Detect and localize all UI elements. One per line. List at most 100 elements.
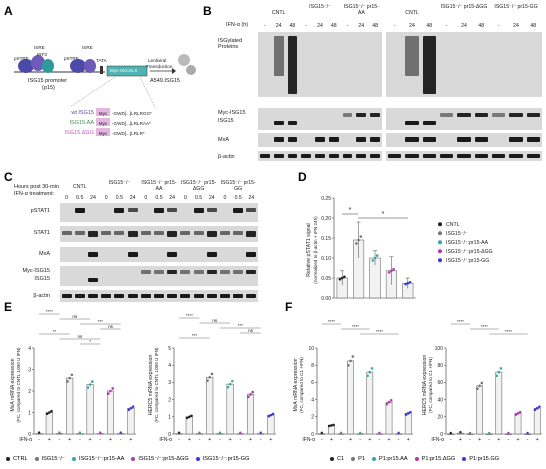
sig-label: ** (53, 329, 57, 334)
sig-label: **** (457, 319, 464, 324)
bar (127, 407, 135, 435)
data-point (343, 275, 346, 279)
ifn-axis-label: IFN-α (19, 437, 32, 443)
timepoint-label: 48 (530, 23, 537, 29)
actin-band (140, 294, 151, 298)
bar (66, 377, 74, 435)
data-point (70, 373, 74, 377)
legend-item: ISG15⁻/⁻ (34, 456, 65, 462)
timepoint-label: 24 (275, 23, 282, 29)
ifn-sign-label: - (507, 437, 509, 443)
data-point (66, 380, 69, 383)
actin-band (287, 154, 298, 158)
ifn-sign-label: - (199, 437, 201, 443)
data-point (37, 431, 41, 434)
pstat1-band (246, 208, 257, 212)
data-point (332, 423, 335, 427)
panel-b-letter: B (203, 4, 212, 18)
ifn-sign-label: - (359, 437, 361, 443)
timepoint-label: 24 (461, 23, 467, 29)
stat1-band (101, 231, 112, 235)
mxa-band (287, 137, 298, 142)
timepoint-label: 48 (426, 23, 433, 29)
actin-band (114, 294, 125, 298)
pstat1-band (167, 208, 178, 212)
timepoint-label: 24 (513, 23, 519, 29)
data-point (533, 408, 537, 412)
irf3-label: IRF3 (37, 52, 47, 57)
group-label: ISG15⁻/⁻ pr15-ΔGG (440, 4, 488, 10)
data-point (185, 416, 189, 420)
y-tick-label: 1 (28, 410, 31, 416)
data-point (327, 424, 331, 428)
myc-tag: Myc (98, 110, 108, 116)
isgylated-smear-band (405, 36, 419, 76)
ifn-sign-label: + (249, 437, 252, 443)
y-axis-subtitle: (FC, compared to CNTL 1000 U IFN) (154, 347, 159, 423)
actin-band (526, 154, 540, 158)
legend-label: ISG15⁻/⁻:pr15-GG (446, 258, 489, 264)
stat1-band (153, 231, 165, 235)
legend-item: CTRL (6, 456, 28, 462)
data-point (408, 281, 412, 284)
group-label: ISG15⁻/⁻ (309, 4, 331, 10)
ifn-axis-label: IFN-α (159, 437, 172, 443)
myc-isg15-band (457, 113, 471, 117)
group-label: ISG15⁻/⁻ (108, 180, 131, 186)
myc-isg15-band (440, 113, 454, 117)
pstre-label-1: pSTRE (14, 56, 29, 61)
mxa-band (526, 137, 540, 142)
legend-label: P1:pr15.GG (469, 456, 500, 462)
data-point (190, 414, 193, 418)
ifn-hours-label: IFN-α (h) (226, 22, 249, 28)
tata-label: TATA (96, 58, 107, 63)
ifn-axis-label: IFN-α (431, 437, 444, 443)
data-point (208, 375, 211, 379)
data-point (351, 355, 355, 358)
actin-band (457, 154, 471, 158)
data-point (259, 431, 262, 434)
y-axis-title: HERC5 mRNA expression (422, 355, 428, 416)
myc-isg15-band (193, 270, 204, 274)
row-label-mxa: MxA (39, 251, 50, 257)
timepoint-label: - (264, 23, 266, 29)
ifn-sign-label: + (536, 437, 539, 443)
stat1-band (193, 231, 204, 235)
variant-seq: -GWD[...]LRLR* (112, 130, 145, 136)
row-label-isg15: ISG15 (34, 276, 50, 282)
myc-isg15-band (153, 270, 165, 274)
myc-tag: Myc (98, 130, 108, 136)
data-point (366, 374, 369, 378)
ifn-sign-label: - (219, 437, 221, 443)
y-axis-title: MxA mRNA expression (293, 358, 299, 411)
legend-item: ISG15⁻/⁻:pr15-ΔGG (131, 456, 189, 462)
data-point (88, 383, 92, 386)
data-point (368, 370, 372, 374)
data-point (480, 381, 484, 385)
data-point (347, 363, 350, 367)
bar (476, 385, 483, 435)
ifn-sign-label: + (497, 437, 500, 443)
row-label-mxa: MxA (218, 137, 229, 143)
data-point (499, 367, 503, 370)
data-point (99, 431, 102, 434)
data-point (370, 367, 374, 370)
row-label-actin: β-actin (218, 154, 235, 160)
group-label: ISG15⁻/⁻ pr15-GG (494, 4, 538, 10)
data-point (269, 413, 273, 417)
actin-band (301, 154, 312, 158)
y-tick-label: 10 (308, 346, 314, 352)
myc-isg15-band (509, 113, 523, 117)
row-label-actin: β-actin (33, 293, 50, 299)
timepoint-label: 0 (223, 195, 227, 201)
data-point (495, 374, 498, 378)
legend-label: ISG15⁻/⁻:pr15-ΔGG (446, 249, 493, 255)
timepoint-label: 0.5 (115, 195, 123, 201)
actin-band (509, 154, 523, 158)
legend-label: ISG15⁻/⁻:pr15-ΔGG (138, 456, 189, 462)
myc-isg15-band (206, 270, 217, 274)
data-point (119, 431, 122, 434)
y-tick-label: 0 (440, 432, 443, 438)
legend-marker (414, 457, 419, 461)
stat1-band (246, 231, 257, 237)
